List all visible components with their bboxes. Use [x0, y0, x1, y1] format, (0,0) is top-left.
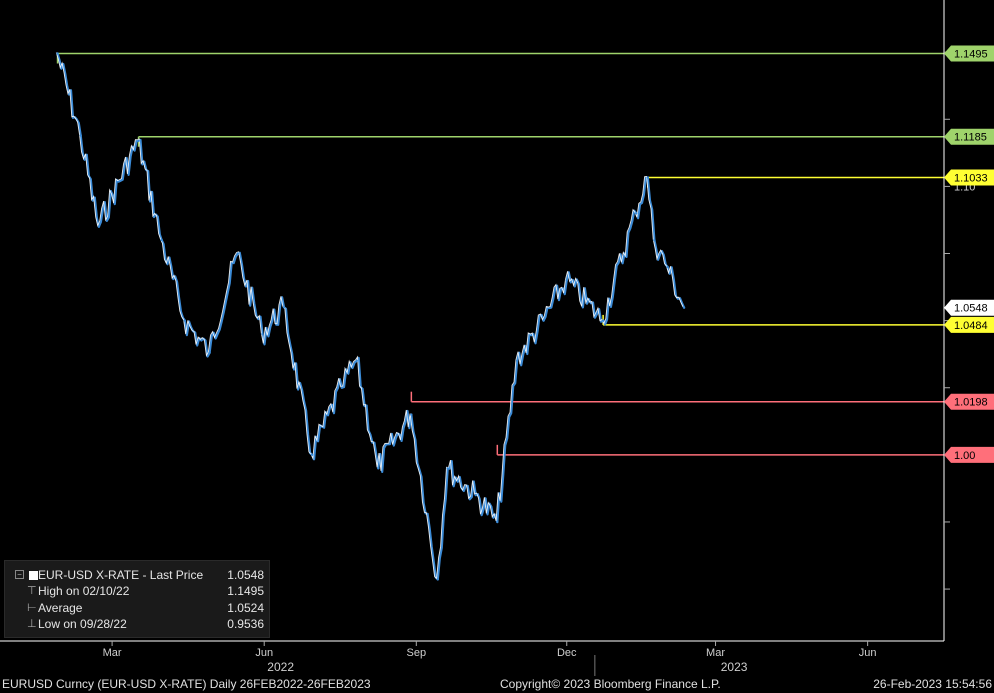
level-tag [944, 45, 994, 62]
price-point [355, 359, 358, 363]
price-point [340, 386, 344, 389]
legend-low-label: Low on 09/28/22 [38, 617, 127, 631]
price-point [97, 225, 101, 228]
level-tag-label: 1.0484 [954, 320, 988, 332]
legend-panel: − EUR-USD X-RATE - Last Price 1.0548 ⊤ H… [4, 560, 270, 638]
legend-row-low: ⊥ Low on 09/28/22 0.9536 [5, 616, 269, 633]
x-tick-label: Sep [407, 647, 427, 659]
level-tag-label: 1.1185 [954, 132, 987, 144]
footer-security: EURUSD Curncy (EUR-USD X-RATE) Daily 26F… [2, 677, 371, 691]
price-point [682, 306, 686, 309]
x-tick-label: Jun [255, 647, 273, 659]
price-point [79, 134, 82, 137]
price-point [474, 493, 477, 497]
price-point [666, 265, 669, 269]
last-price-tag [944, 299, 994, 316]
level-tag [944, 316, 994, 333]
price-point [515, 359, 519, 363]
level-tag [944, 393, 994, 410]
legend-high-label: High on 02/10/22 [38, 584, 130, 598]
legend-average-value: 1.0524 [227, 601, 264, 615]
x-tick-label: Dec [557, 647, 577, 659]
level-tag-label: 1.1033 [954, 173, 988, 185]
price-point [56, 52, 59, 55]
level-tag-label: 1.0198 [954, 397, 988, 409]
collapse-icon[interactable]: − [15, 570, 24, 579]
price-point [183, 319, 186, 322]
price-point [601, 319, 605, 322]
average-marker-icon: ⊢ [27, 602, 37, 614]
low-marker-icon: ⊥ [27, 618, 37, 630]
price-series-line [56, 53, 686, 581]
series-swatch-icon [29, 571, 38, 580]
x-year-label: 2023 [721, 660, 748, 674]
legend-row-average: ⊢ Average 1.0524 [5, 600, 269, 617]
legend-average-label: Average [38, 601, 83, 615]
x-tick-label: Mar [103, 647, 122, 659]
level-tag [944, 128, 994, 145]
x-tick-label: Mar [706, 647, 725, 659]
high-marker-icon: ⊤ [27, 585, 37, 597]
footer-timestamp: 26-Feb-2023 15:54:56 [873, 677, 992, 691]
legend-row-series: EUR-USD X-RATE - Last Price 1.0548 [5, 567, 269, 584]
x-tick-label: Jun [859, 647, 877, 659]
price-point [446, 467, 449, 470]
price-point [496, 520, 499, 524]
level-tag [944, 446, 994, 463]
price-point [436, 578, 439, 581]
price-point [635, 212, 638, 215]
price-layer [55, 52, 686, 581]
price-point [160, 238, 163, 242]
last-price-label: 1.0548 [954, 303, 988, 315]
price-point [377, 467, 380, 470]
level-tag-label: 1.00 [954, 450, 975, 462]
level-tag-label: 1.1495 [954, 49, 988, 61]
legend-row-high: ⊤ High on 02/10/22 1.1495 [5, 583, 269, 600]
levels-layer [56, 52, 944, 456]
price-point [261, 332, 264, 336]
price-point [310, 453, 314, 456]
price-point [542, 319, 545, 322]
legend-series-value: 1.0548 [227, 568, 264, 582]
price-point [410, 413, 413, 416]
footer-copyright: Copyright© 2023 Bloomberg Finance L.P. [500, 677, 721, 691]
price-point [236, 252, 239, 255]
level-tag [944, 169, 994, 186]
legend-high-value: 1.1495 [227, 584, 264, 598]
legend-low-value: 0.9536 [227, 617, 264, 631]
price-series-highlight [55, 52, 684, 580]
price-point [137, 139, 140, 142]
price-point [208, 351, 211, 354]
legend-series-label: EUR-USD X-RATE - Last Price [38, 568, 204, 582]
tags-layer: 1.1495 1.1185 1.1033 1.0484 1.0198 1.00 1.0548 [944, 45, 994, 463]
price-point [565, 279, 568, 282]
price-point [646, 176, 649, 179]
x-year-label: 2022 [267, 660, 294, 674]
price-point [653, 238, 656, 242]
price-point [282, 306, 286, 309]
